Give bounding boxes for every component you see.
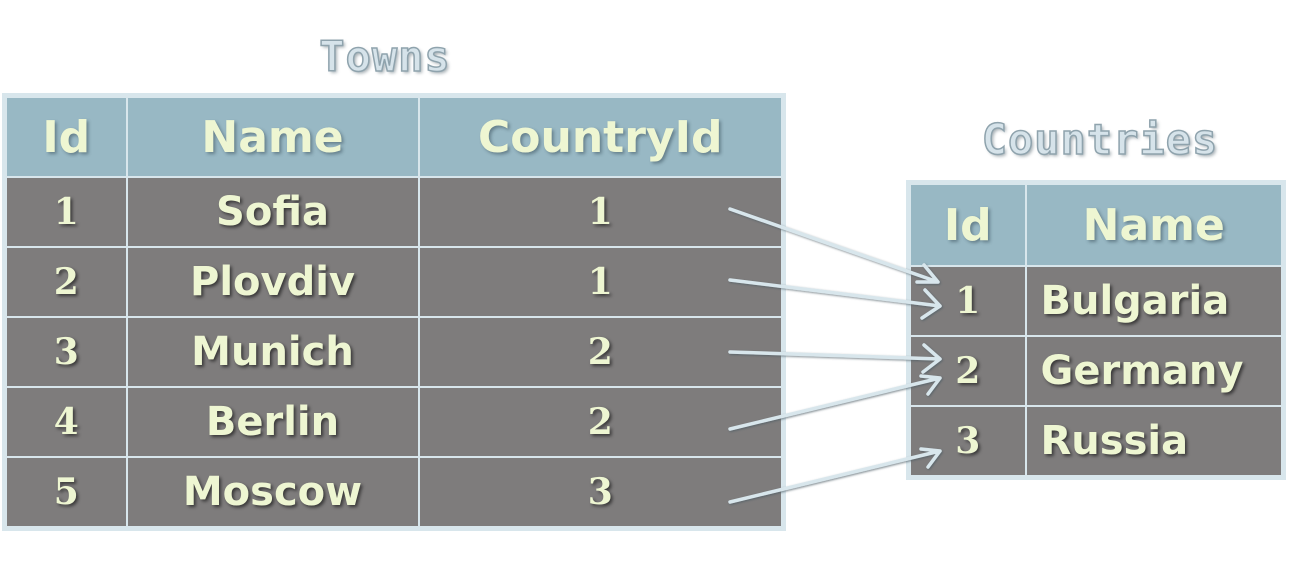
table-row: 1 Bulgaria — [907, 265, 1285, 337]
countries-table-title: Countries — [981, 114, 1219, 165]
country-id: 2 — [907, 335, 1027, 407]
table-row: 2 Germany — [907, 335, 1285, 407]
towns-col-id: Id — [3, 94, 128, 178]
table-row: 5 Moscow 3 — [3, 456, 785, 530]
countries-header-row: Id Name — [907, 181, 1285, 267]
town-id: 1 — [3, 176, 128, 248]
country-name: Russia — [1024, 405, 1285, 479]
towns-col-countryid: CountryId — [417, 94, 785, 178]
town-id: 3 — [3, 316, 128, 388]
town-country-id: 2 — [417, 386, 785, 458]
towns-table: Id Name CountryId 1 Sofia 1 2 Plovdiv 1 … — [2, 93, 786, 531]
table-row: 2 Plovdiv 1 — [3, 246, 785, 318]
countries-col-id: Id — [907, 181, 1027, 267]
countries-col-name: Name — [1024, 181, 1285, 267]
town-country-id: 1 — [417, 246, 785, 318]
town-name: Moscow — [125, 456, 420, 530]
town-country-id: 2 — [417, 316, 785, 388]
country-id: 1 — [907, 265, 1027, 337]
town-id: 4 — [3, 386, 128, 458]
table-row: 1 Sofia 1 — [3, 176, 785, 248]
table-row: 4 Berlin 2 — [3, 386, 785, 458]
town-id: 2 — [3, 246, 128, 318]
town-country-id: 1 — [417, 176, 785, 248]
table-row: 3 Munich 2 — [3, 316, 785, 388]
towns-table-title: Towns — [319, 31, 451, 82]
country-name: Bulgaria — [1024, 265, 1285, 337]
town-name: Plovdiv — [125, 246, 420, 318]
country-name: Germany — [1024, 335, 1285, 407]
town-country-id: 3 — [417, 456, 785, 530]
country-id: 3 — [907, 405, 1027, 479]
town-name: Berlin — [125, 386, 420, 458]
town-name: Munich — [125, 316, 420, 388]
towns-header-row: Id Name CountryId — [3, 94, 785, 178]
countries-table: Id Name 1 Bulgaria 2 Germany 3 Russia — [906, 180, 1286, 480]
town-name: Sofia — [125, 176, 420, 248]
table-row: 3 Russia — [907, 405, 1285, 479]
town-id: 5 — [3, 456, 128, 530]
towns-col-name: Name — [125, 94, 420, 178]
